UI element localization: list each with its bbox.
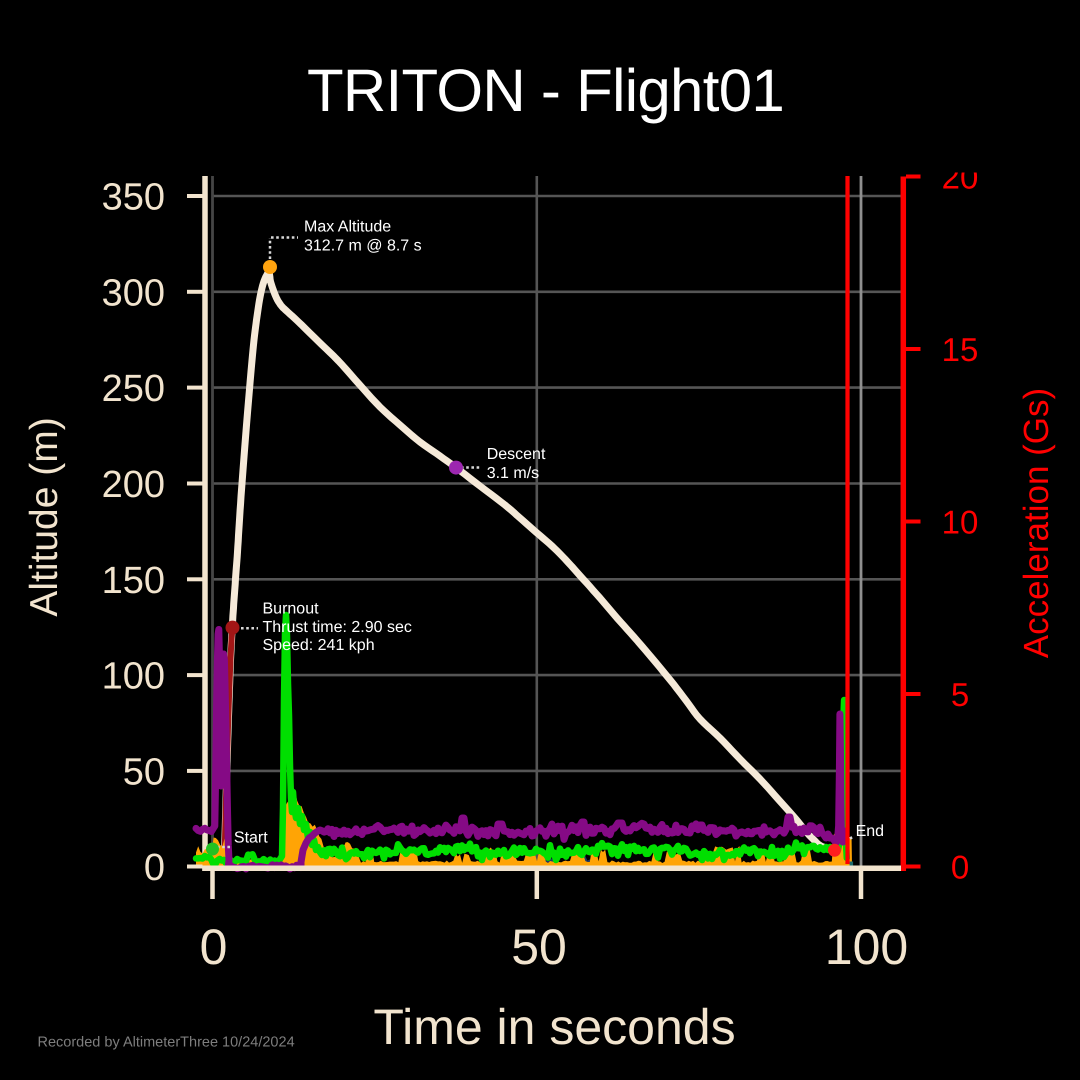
svg-text:150: 150 [102, 560, 165, 602]
svg-text:0: 0 [144, 847, 165, 889]
svg-text:50: 50 [123, 752, 165, 794]
svg-text:Recorded by AltimeterThree 10/: Recorded by AltimeterThree 10/24/2024 [38, 1035, 295, 1051]
svg-text:10: 10 [942, 503, 979, 540]
svg-text:Altitude (m): Altitude (m) [23, 417, 66, 616]
svg-text:0: 0 [951, 848, 969, 885]
svg-text:15: 15 [942, 331, 979, 368]
svg-text:250: 250 [102, 368, 165, 410]
svg-text:312.7 m @ 8.7 s: 312.7 m @ 8.7 s [304, 237, 422, 254]
svg-text:Start: Start [234, 830, 268, 847]
svg-text:Speed: 241 kph: Speed: 241 kph [263, 637, 375, 654]
svg-text:350: 350 [102, 177, 165, 219]
svg-text:End: End [856, 823, 884, 840]
svg-text:Acceleration (Gs): Acceleration (Gs) [1017, 388, 1056, 658]
svg-text:Thrust time: 2.90 sec: Thrust time: 2.90 sec [263, 619, 412, 636]
svg-text:TRITON - Flight01: TRITON - Flight01 [307, 57, 784, 124]
svg-text:0: 0 [200, 919, 228, 975]
svg-text:50: 50 [511, 919, 567, 975]
svg-text:300: 300 [102, 272, 165, 314]
svg-text:100: 100 [825, 919, 908, 975]
svg-text:5: 5 [951, 676, 969, 713]
svg-text:3.1 m/s: 3.1 m/s [487, 465, 539, 482]
svg-text:Burnout: Burnout [263, 600, 320, 617]
svg-text:Time in seconds: Time in seconds [373, 999, 735, 1055]
svg-text:Max Altitude: Max Altitude [304, 218, 391, 235]
svg-text:Descent: Descent [487, 446, 546, 463]
svg-text:100: 100 [102, 656, 165, 698]
svg-text:200: 200 [102, 464, 165, 506]
